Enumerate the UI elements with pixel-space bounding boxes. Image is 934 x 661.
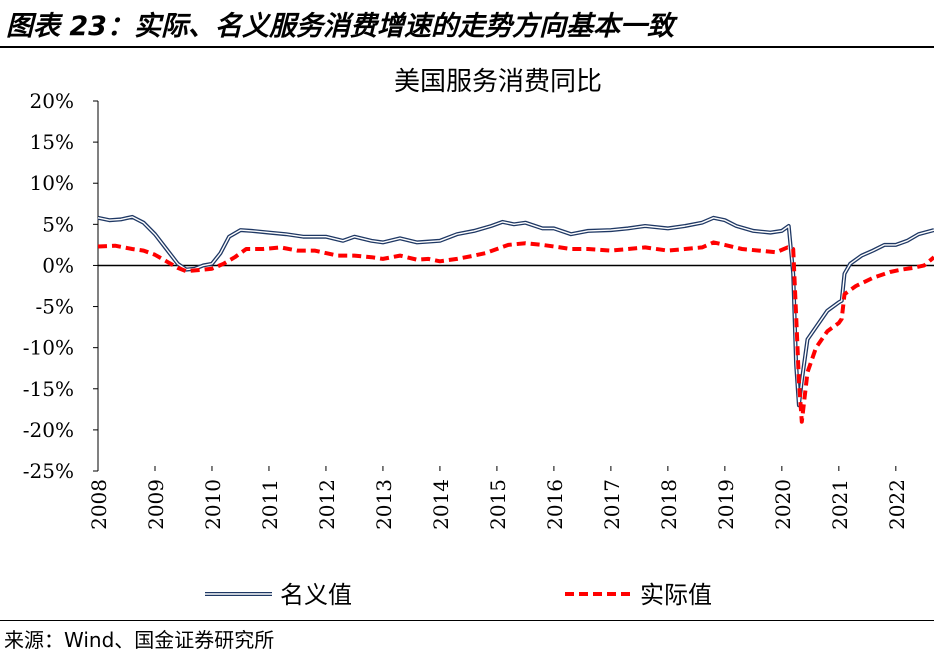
x-tick-label: 2009 (144, 479, 168, 530)
y-tick-label: 10% (30, 171, 74, 195)
title-rule (0, 46, 934, 48)
nominal-line-inner (97, 216, 934, 406)
y-tick-label: -25% (23, 459, 74, 483)
line-chart: 美国服务消费同比 20% 15% 10% 5% 0% -5% -10% -15% -20% -25… (23, 67, 934, 609)
y-tick-label: -5% (36, 295, 75, 319)
y-tick-label: 15% (30, 130, 74, 154)
legend-label-nominal: 名义值 (280, 581, 352, 609)
legend-label-real: 实际值 (640, 581, 712, 609)
legend-item-nominal: 名义值 (205, 581, 352, 609)
series-real (97, 240, 934, 424)
y-tick-label: -10% (23, 336, 74, 360)
legend-item-real: 实际值 (565, 581, 712, 609)
x-tick-label: 2020 (771, 479, 795, 530)
source-rule (0, 620, 934, 621)
x-tick-label: 2012 (315, 479, 339, 530)
x-tick-label: 2011 (258, 479, 282, 530)
y-tick-label: -20% (23, 418, 74, 442)
x-tick-label: 2010 (201, 479, 225, 530)
x-tick-label: 2014 (429, 479, 453, 530)
x-tick-label: 2021 (828, 479, 852, 530)
y-tick-label: -15% (23, 377, 74, 401)
y-axis: 20% 15% 10% 5% 0% -5% -10% -15% -20% -25% (23, 89, 99, 483)
y-tick-label: 0% (42, 253, 74, 277)
x-tick-label: 2015 (486, 479, 510, 530)
x-tick-label: 2016 (543, 479, 567, 530)
x-axis: 2008 2009 2010 2011 2012 2013 2014 2015 2016 2017… (87, 264, 934, 530)
series-lines (97, 214, 934, 424)
figure-title: 图表 23：实际、名义服务消费增速的走势方向基本一致 (6, 11, 674, 42)
x-tick-label: 2017 (600, 479, 624, 530)
x-tick-label: 2019 (714, 479, 738, 530)
series-nominal (97, 214, 934, 408)
legend: 名义值 实际值 (205, 581, 712, 609)
y-tick-label: 20% (30, 89, 74, 113)
y-tick-label: 5% (42, 212, 74, 236)
x-tick-label: 2008 (87, 479, 111, 530)
x-tick-label: 2022 (885, 479, 909, 530)
x-tick-label: 2013 (372, 479, 396, 530)
x-tick-label: 2018 (657, 479, 681, 530)
chart-title: 美国服务消费同比 (394, 67, 602, 97)
source-note: 来源：Wind、国金证券研究所 (4, 628, 275, 652)
